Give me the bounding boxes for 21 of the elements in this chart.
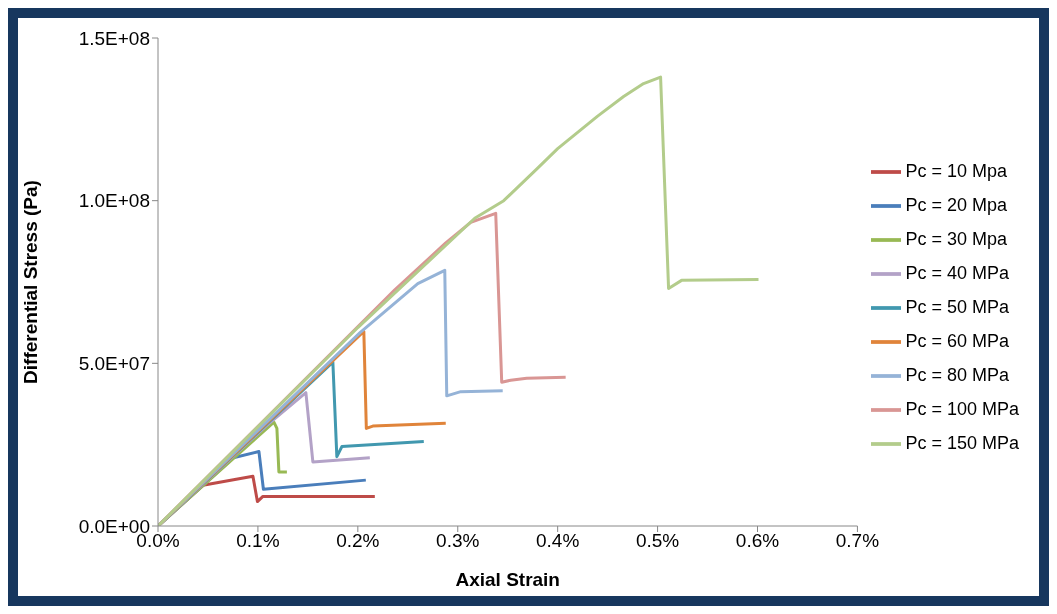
y-tick-label: 1.0E+08 xyxy=(78,190,150,212)
x-tick-label: 0.1% xyxy=(236,530,280,552)
x-tick-label: 0.2% xyxy=(336,530,380,552)
y-tick-label: 5.0E+07 xyxy=(78,353,150,375)
legend-label: Pc = 30 Mpa xyxy=(905,229,1007,249)
y-axis-title: Differential Stress (Pa) xyxy=(19,180,41,384)
x-tick-label: 0.6% xyxy=(735,530,780,552)
legend-label: Pc = 80 MPa xyxy=(905,365,1009,385)
x-tick-label: 0.3% xyxy=(436,530,480,552)
x-tick-label: 0.5% xyxy=(635,530,680,552)
legend-label: Pc = 50 MPa xyxy=(905,297,1009,317)
legend-label: Pc = 20 Mpa xyxy=(905,195,1007,215)
legend-label: Pc = 40 MPa xyxy=(905,263,1009,283)
x-tick-label: 0.7% xyxy=(835,530,880,552)
x-tick-label: 0.4% xyxy=(536,530,580,552)
legend-label: Pc = 10 Mpa xyxy=(905,161,1007,181)
y-tick-label: 1.5E+08 xyxy=(78,27,150,49)
x-axis-title: Axial Strain xyxy=(455,569,560,590)
legend-label: Pc = 150 MPa xyxy=(905,433,1019,453)
legend-label: Pc = 60 MPa xyxy=(905,331,1009,351)
legend-label: Pc = 100 MPa xyxy=(905,399,1019,419)
